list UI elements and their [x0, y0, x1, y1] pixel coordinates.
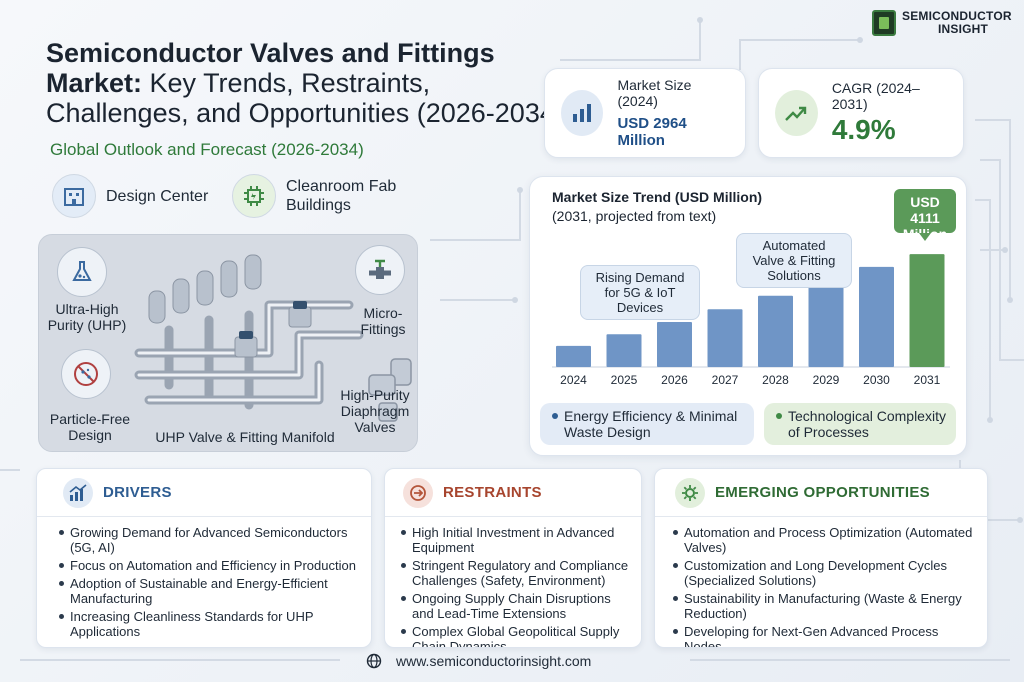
list-item: Automation and Process Optimization (Aut… [673, 525, 977, 555]
bar-2024 [556, 345, 591, 367]
diaphragm-valves-label: High-Purity Diaphragm Valves [340, 387, 410, 435]
list-item: Developing for Next-Gen Advanced Process… [673, 624, 977, 647]
x-tick-label: 2024 [560, 373, 587, 387]
x-tick-label: 2027 [712, 373, 739, 387]
restraints-list: High Initial Investment in Advanced Equi… [385, 517, 641, 647]
bar-2025 [606, 334, 642, 367]
x-tick-label: 2031 [914, 373, 941, 387]
cagr-value: 4.9% [831, 114, 896, 145]
list-item: Adoption of Sustainable and Energy-Effic… [59, 576, 361, 606]
pill-tech-complexity: Technological Complexity of Processes [764, 403, 956, 445]
bar-2030 [859, 266, 894, 367]
list-item: Sustainability in Manufacturing (Waste &… [673, 591, 977, 621]
x-tick-label: 2025 [611, 373, 638, 387]
cagr-card: CAGR (2024–2031) 4.9% [758, 68, 964, 158]
valve-icon [355, 245, 405, 295]
market-size-value: USD 2964 Million [617, 115, 687, 149]
drivers-card: DRIVERS Growing Demand for Advanced Semi… [36, 468, 372, 648]
opportunities-title: EMERGING OPPORTUNITIES [715, 484, 930, 501]
market-size-card: Market Size (2024) USD 2964 Million [544, 68, 746, 158]
chart-plot: 2024 2025 2026 2027 2028 2029 2030 2031 [552, 254, 950, 387]
drivers-list: Growing Demand for Advanced Semiconducto… [37, 517, 371, 639]
trend-up-icon [775, 90, 818, 136]
callout-automated-valves: Automated Valve & Fitting Solutions [736, 233, 852, 288]
brand-name-line2: INSIGHT [938, 22, 989, 36]
bar-2027 [707, 309, 743, 367]
title-line-3: Challenges, and Opportunities (2026-2034… [46, 98, 564, 128]
title-line-2: Market: Key Trends, Restraints, [46, 68, 431, 98]
chart-subtitle: (2031, projected from text) [552, 208, 717, 224]
list-item: High Initial Investment in Advanced Equi… [401, 525, 631, 555]
footer: www.semiconductorinsight.com [366, 653, 591, 669]
valve-manifold-illustration [134, 254, 412, 422]
market-size-chart: Market Size Trend (USD Million) (2031, p… [529, 176, 967, 456]
uhp-equipment-panel: Ultra-High Purity (UHP) Particle-Free De… [38, 234, 418, 452]
x-tick-label: 2026 [661, 373, 688, 387]
brand-name-line1: SEMICONDUCTOR [902, 9, 1012, 23]
bullet-dot [552, 413, 558, 419]
bar-2029 [808, 281, 844, 367]
list-item: Focus on Automation and Efficiency in Pr… [59, 558, 361, 573]
bullet-dot [776, 413, 782, 419]
x-tick-label: 2029 [813, 373, 840, 387]
pill-energy-efficiency: Energy Efficiency & Minimal Waste Design [540, 403, 754, 445]
no-particles-icon [61, 349, 111, 399]
title-line-1: Semiconductor Valves and Fittings [46, 38, 495, 68]
x-tick-label: 2028 [762, 373, 789, 387]
list-item: Stringent Regulatory and Compliance Chal… [401, 558, 631, 588]
drivers-title: DRIVERS [103, 484, 172, 501]
growth-chart-icon [63, 477, 93, 508]
building-icon [52, 174, 96, 218]
flask-icon [57, 247, 107, 297]
bar-chart-icon [561, 90, 604, 136]
particle-free-label: Particle-Free Design [49, 411, 131, 443]
opportunities-card: EMERGING OPPORTUNITIES Automation and Pr… [654, 468, 988, 648]
page-title: Semiconductor Valves and Fittings Market… [46, 38, 566, 128]
website-link[interactable]: www.semiconductorinsight.com [396, 653, 592, 669]
restraints-title: RESTRAINTS [443, 484, 542, 501]
bar-2028 [758, 295, 793, 367]
list-item: Complex Global Geopolitical Supply Chain… [401, 624, 631, 647]
callout-5g-iot: Rising Demand for 5G & IoT Devices [580, 265, 700, 320]
cagr-label: CAGR (2024–2031) [831, 80, 920, 112]
feature-cleanroom: Cleanroom Fab Buildings [232, 174, 426, 218]
feature-design-center: Design Center [52, 174, 216, 218]
chart-title: Market Size Trend (USD Million) [552, 189, 763, 205]
page-subtitle: Global Outlook and Forecast (2026-2034) [50, 140, 364, 159]
blocked-arrows-icon [403, 477, 433, 508]
microchip-icon [232, 174, 276, 218]
bar-2026 [657, 322, 692, 367]
list-item: Ongoing Supply Chain Disruptions and Lea… [401, 591, 631, 621]
brand-logo-block: SEMICONDUCTOR INSIGHT [872, 10, 1012, 36]
opportunities-list: Automation and Process Optimization (Aut… [655, 517, 987, 647]
market-size-label: Market Size (2024) [617, 77, 692, 109]
feature-label: Design Center [106, 187, 209, 205]
micro-fittings-label: Micro-Fittings [360, 305, 406, 337]
bar-2031 [909, 254, 945, 367]
gear-plant-icon [675, 477, 705, 508]
highlight-value-label: USD 4111 Million [894, 189, 956, 242]
list-item: Growing Demand for Advanced Semiconducto… [59, 525, 361, 555]
chip-logo-icon [872, 10, 896, 36]
x-tick-label: 2030 [863, 373, 890, 387]
restraints-card: RESTRAINTS High Initial Investment in Ad… [384, 468, 642, 648]
globe-icon [366, 653, 382, 669]
feature-label: Cleanroom Fab Buildings [286, 178, 397, 214]
list-item: Customization and Long Development Cycle… [673, 558, 977, 588]
uhp-label: Ultra-High Purity (UHP) [47, 301, 127, 333]
manifold-label: UHP Valve & Fitting Manifold [155, 429, 335, 445]
list-item: Increasing Cleanliness Standards for UHP… [59, 609, 361, 639]
